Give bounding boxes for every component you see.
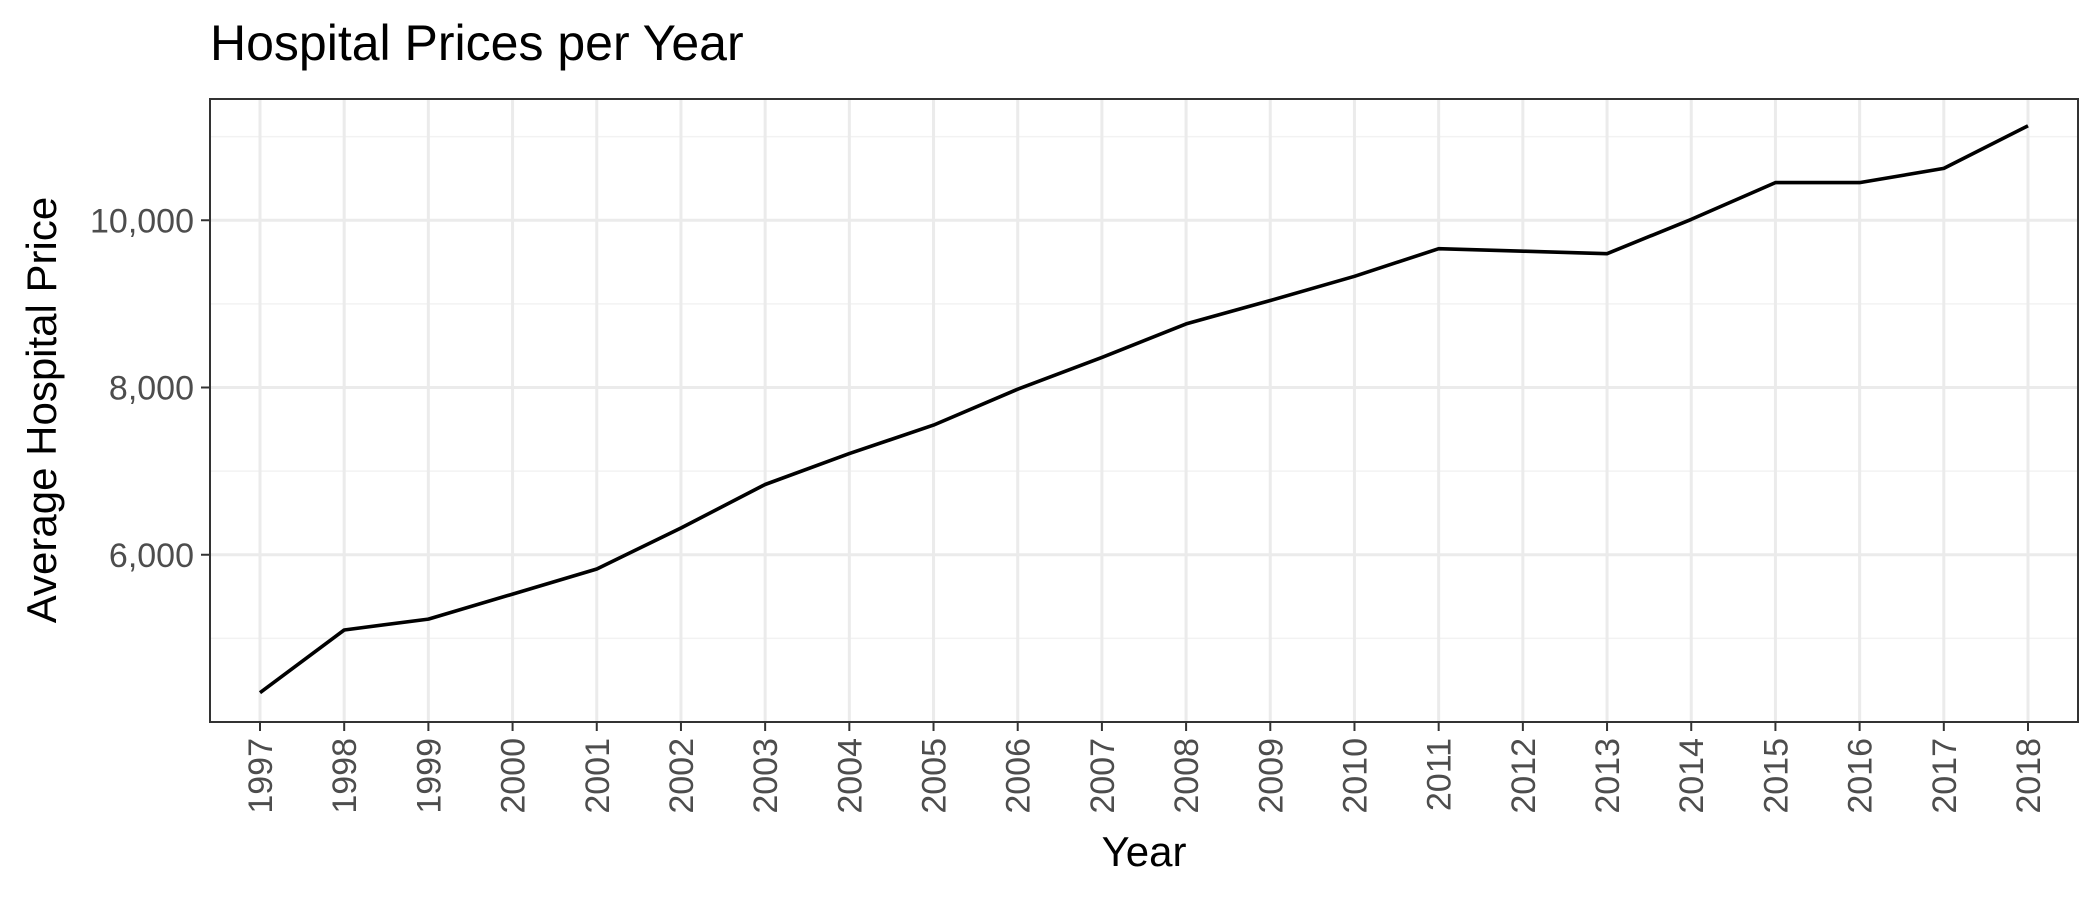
minor-gridlines [210, 135, 2078, 640]
x-tick-label: 1999 [410, 738, 448, 814]
data-point [1942, 166, 1946, 170]
data-point [1773, 181, 1777, 185]
x-tick-label: 2011 [1421, 738, 1459, 811]
x-axis: 1997 1998 1999 2000 2001 2002 2003 2004 2005 2006… [242, 722, 2048, 814]
x-axis-title: Year [1102, 828, 1187, 875]
data-point [511, 592, 515, 596]
data-point [1605, 252, 1609, 256]
y-tick-label: 6,000 [109, 537, 194, 575]
data-point [1016, 387, 1020, 391]
data-point [1437, 247, 1441, 251]
chart-title: Hospital Prices per Year [210, 15, 744, 71]
plot-panel-border [209, 98, 2079, 723]
x-tick-label: 2007 [1084, 738, 1122, 814]
x-tick-label: 2003 [747, 738, 785, 814]
x-tick-label: 2009 [1252, 738, 1290, 814]
x-tick-label: 2001 [579, 738, 617, 814]
y-axis-title: Average Hospital Price [18, 197, 65, 623]
data-point [1100, 355, 1104, 359]
x-tick-label: 2006 [1000, 738, 1038, 814]
data-point [679, 526, 683, 530]
data-point [1352, 274, 1356, 278]
x-tick-label: 2010 [1336, 738, 1374, 814]
data-point [258, 691, 262, 695]
major-gridlines [210, 99, 2078, 722]
y-tick-label: 10,000 [90, 202, 194, 240]
series-line [258, 124, 2029, 695]
data-point [932, 423, 936, 427]
y-tick-label: 8,000 [109, 370, 194, 408]
data-point [763, 483, 767, 487]
x-tick-label: 1997 [242, 738, 280, 814]
x-tick-label: 2018 [2010, 738, 2048, 814]
data-point [1268, 299, 1272, 303]
x-tick-label: 2000 [495, 738, 533, 814]
x-tick-label: 2013 [1589, 738, 1627, 814]
x-tick-label: 2002 [663, 738, 701, 814]
data-point [1689, 217, 1693, 221]
data-point [1184, 322, 1188, 326]
data-point [342, 628, 346, 632]
data-point [1521, 249, 1525, 253]
x-tick-label: 2015 [1757, 738, 1795, 814]
x-tick-label: 2014 [1673, 738, 1711, 814]
x-tick-label: 2008 [1168, 738, 1206, 814]
data-point [426, 617, 430, 621]
series-layer [258, 124, 2030, 695]
x-tick-label: 1998 [326, 738, 364, 814]
data-point [595, 567, 599, 571]
y-axis: 6,000 8,000 10,000 [90, 202, 210, 575]
x-tick-label: 2016 [1842, 738, 1880, 814]
x-tick-label: 2004 [831, 738, 869, 814]
x-tick-label: 2005 [916, 738, 954, 814]
x-tick-label: 2017 [1926, 738, 1964, 814]
data-point [2026, 124, 2030, 128]
data-point [1858, 181, 1862, 185]
data-point [847, 452, 851, 456]
x-tick-label: 2012 [1505, 738, 1543, 814]
